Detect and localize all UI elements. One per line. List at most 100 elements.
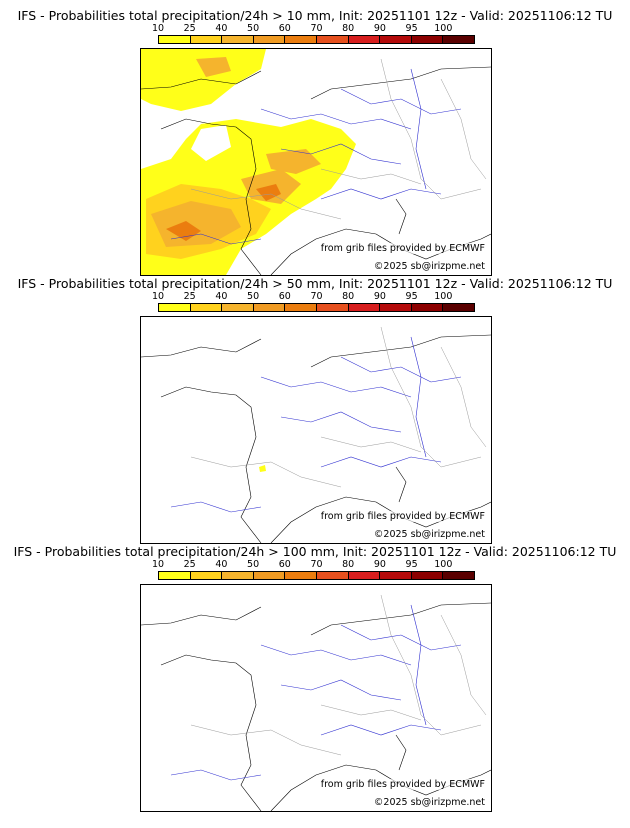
panel-title: IFS - Probabilities total precipitation/… [17, 8, 613, 23]
colorbar-cell [316, 36, 349, 43]
colorbar-cell [348, 304, 381, 311]
colorbar-cell [411, 572, 444, 579]
precip-area-uk-core [196, 57, 231, 77]
colorbar-cell [190, 304, 223, 311]
precip-probability-overlay [141, 49, 356, 275]
colorbar-cell [159, 304, 191, 311]
colorbar-cell [380, 572, 412, 579]
colorbar-tick: 100 [434, 23, 453, 34]
colorbar-cell [380, 36, 412, 43]
probability-map: from grib files provided by ECMWF ©2025 … [140, 584, 492, 812]
colorbar-tick-labels: 10 25 40 50 60 70 80 90 95 100 [152, 291, 475, 303]
colorbar-tick: 80 [342, 291, 355, 302]
colorbar-tick: 40 [215, 23, 228, 34]
colorbar-cell [285, 36, 317, 43]
colorbar-tick: 25 [183, 291, 196, 302]
precip-area-60 [166, 221, 201, 241]
colorbar-tick: 100 [434, 559, 453, 570]
colorbar-tick: 60 [278, 23, 291, 34]
colorbar-tick: 10 [151, 559, 165, 570]
colorbar-tick-labels: 10 25 40 50 60 70 80 90 95 100 [152, 559, 475, 571]
colorbar-tick: 50 [247, 23, 260, 34]
panel-title: IFS - Probabilities total precipitation/… [13, 544, 617, 559]
colorbar-cell [222, 36, 254, 43]
borders [190, 58, 487, 220]
precip-gap [191, 125, 231, 161]
borders [190, 326, 487, 488]
colorbar-cell [411, 36, 444, 43]
colorbar [158, 35, 475, 44]
panel-title: IFS - Probabilities total precipitation/… [17, 276, 613, 291]
colorbar-tick-labels: 10 25 40 50 60 70 80 90 95 100 [152, 23, 475, 35]
colorbar-tick: 80 [342, 23, 355, 34]
colorbar-cell [380, 304, 412, 311]
panel-100mm: IFS - Probabilities total precipitation/… [0, 544, 630, 814]
precip-area-uk [141, 49, 266, 111]
rivers [170, 336, 462, 513]
colorbar-cell [348, 36, 381, 43]
colorbar-cell [253, 36, 286, 43]
colorbar [158, 571, 475, 580]
rivers [170, 68, 462, 245]
colorbar-tick: 80 [342, 559, 355, 570]
source-credit: from grib files provided by ECMWF [320, 779, 485, 790]
colorbar-tick: 25 [183, 23, 196, 34]
colorbar-cell [222, 304, 254, 311]
colorbar-cell [443, 572, 474, 579]
map-canvas [141, 49, 491, 275]
precip-probability-overlay [259, 465, 266, 472]
colorbar-cell [348, 572, 381, 579]
colorbar-tick: 10 [151, 23, 165, 34]
colorbar-cell [316, 304, 349, 311]
panel-10mm: IFS - Probabilities total precipitation/… [0, 8, 630, 278]
colorbar-tick: 95 [405, 23, 418, 34]
colorbar-cell [285, 304, 317, 311]
colorbar-cell [316, 572, 349, 579]
colorbar-cell [190, 36, 223, 43]
precip-area-40 [151, 201, 241, 247]
colorbar-cell [222, 572, 254, 579]
probability-map: from grib files provided by ECMWF ©2025 … [140, 48, 492, 276]
copyright-credit: ©2025 sb@irizpme.net [373, 529, 485, 540]
map-canvas [141, 326, 491, 543]
colorbar-tick: 70 [310, 291, 323, 302]
colorbar-tick: 90 [373, 291, 386, 302]
colorbar-tick: 10 [151, 291, 165, 302]
colorbar-cell [190, 572, 223, 579]
colorbar-tick: 60 [278, 559, 291, 570]
colorbar-cell [253, 304, 286, 311]
colorbar-tick: 40 [215, 291, 228, 302]
precip-area-small [259, 465, 266, 472]
colorbar-tick: 90 [373, 23, 386, 34]
source-credit: from grib files provided by ECMWF [320, 243, 485, 254]
colorbar-tick: 90 [373, 559, 386, 570]
probability-map: from grib files provided by ECMWF ©2025 … [140, 316, 492, 544]
colorbar-tick: 70 [310, 23, 323, 34]
colorbar-tick: 95 [405, 291, 418, 302]
colorbar-tick: 60 [278, 291, 291, 302]
precip-area-center-core [256, 184, 281, 201]
copyright-credit: ©2025 sb@irizpme.net [373, 261, 485, 272]
colorbar-tick: 50 [247, 291, 260, 302]
colorbar-cell [443, 36, 474, 43]
colorbar-cell [285, 572, 317, 579]
colorbar-tick: 25 [183, 559, 196, 570]
colorbar-cell [443, 304, 474, 311]
panel-50mm: IFS - Probabilities total precipitation/… [0, 276, 630, 546]
colorbar-tick: 50 [247, 559, 260, 570]
map-canvas [141, 594, 491, 811]
colorbar-cell [159, 36, 191, 43]
colorbar [158, 303, 475, 312]
precip-area-east [266, 149, 321, 174]
colorbar-tick: 40 [215, 559, 228, 570]
colorbar-cell [411, 304, 444, 311]
colorbar-tick: 100 [434, 291, 453, 302]
colorbar-tick: 70 [310, 559, 323, 570]
colorbar-cell [253, 572, 286, 579]
source-credit: from grib files provided by ECMWF [320, 511, 485, 522]
copyright-credit: ©2025 sb@irizpme.net [373, 797, 485, 808]
colorbar-tick: 95 [405, 559, 418, 570]
borders [190, 594, 487, 756]
rivers [170, 604, 462, 781]
colorbar-cell [159, 572, 191, 579]
